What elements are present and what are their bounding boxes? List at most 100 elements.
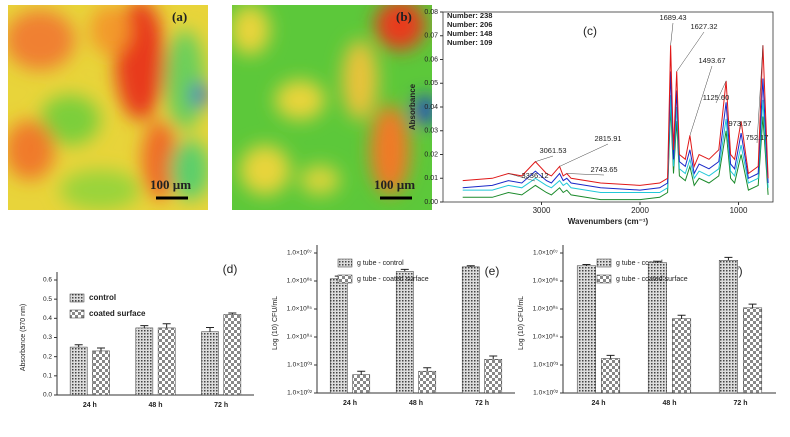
- y-tick-label: 1.0×10⁰⁶: [533, 277, 559, 285]
- panel-label: (b): [396, 9, 412, 24]
- peak-label: 1125.60: [703, 93, 730, 102]
- legend-swatch: [596, 258, 612, 268]
- peak-label: 1627.32: [690, 22, 717, 31]
- error-bar: [724, 256, 733, 261]
- annotation-leader: [756, 45, 764, 144]
- error-bar: [582, 263, 591, 266]
- panel-title: (c): [583, 24, 597, 38]
- error-bar: [653, 260, 662, 263]
- y-tick-label: 1.0×10⁰²: [533, 389, 559, 397]
- y-tick-label: 0.1: [43, 373, 52, 380]
- error-bar: [96, 347, 105, 351]
- y-tick-label: 1.0×10⁰⁵: [533, 305, 559, 313]
- annotation-leader: [559, 143, 609, 167]
- legend-label: g tube - coated surface: [616, 276, 688, 283]
- y-tick-label: 0.08: [424, 9, 438, 16]
- peak-label: 2743.65: [590, 165, 617, 174]
- y-tick-label: 0.06: [424, 56, 438, 63]
- y-tick-label: 1.0×10⁰⁷: [533, 249, 559, 257]
- x-axis-label: Wavenumbers (cm⁻¹): [568, 217, 649, 226]
- y-tick-label: 0.2: [43, 353, 52, 360]
- annotation-leader: [508, 173, 536, 182]
- y-tick-label: 1.0×10⁰⁶: [287, 277, 313, 285]
- x-tick-label: 48 h: [409, 400, 423, 407]
- x-tick-label: 72 h: [733, 400, 747, 407]
- spectrum-line: [462, 45, 769, 186]
- bar: [601, 358, 621, 394]
- legend-label: g tube - coated surface: [357, 276, 429, 283]
- peak-label: 973.57: [729, 119, 752, 128]
- annotation-leader: [739, 121, 742, 130]
- x-tick-label: 48 h: [148, 402, 162, 409]
- x-tick-label: 24 h: [343, 400, 357, 407]
- legend-label: Number: 148: [447, 29, 492, 38]
- peak-label: 1493.67: [698, 56, 725, 65]
- peak-label: 1689.43: [659, 13, 686, 22]
- error-bar: [228, 312, 237, 315]
- error-bar: [489, 355, 498, 360]
- peak-label: 2815.91: [594, 134, 621, 143]
- bar: [418, 370, 437, 394]
- y-tick-label: 1.0×10⁰⁴: [533, 333, 559, 341]
- bar: [576, 265, 596, 394]
- map-a: (a) 100 µm: [8, 5, 208, 210]
- error-bar: [748, 303, 757, 308]
- y-tick-label: 0.00: [424, 199, 438, 206]
- bar: [718, 260, 738, 394]
- y-tick-label: 1.0×10⁰³: [287, 361, 313, 369]
- error-bar: [140, 325, 149, 328]
- spectrum-line: [462, 95, 769, 193]
- y-tick-label: 1.0×10⁰⁵: [287, 305, 313, 313]
- bar: [352, 374, 371, 394]
- error-bar: [606, 354, 615, 359]
- y-axis-label: Absorbance: [408, 83, 417, 130]
- legend-label: g tube - control: [357, 260, 404, 267]
- x-tick-label: 2000: [631, 206, 649, 215]
- x-tick-label: 24 h: [591, 400, 605, 407]
- panel-label: (a): [172, 9, 187, 24]
- y-tick-label: 0.6: [43, 277, 52, 284]
- y-tick-label: 1.0×10⁰⁴: [287, 333, 313, 341]
- y-tick-label: 0.5: [43, 296, 52, 303]
- legend-swatch: [596, 274, 612, 284]
- legend-label: control: [89, 293, 116, 302]
- legend-label: coated surface: [89, 309, 146, 318]
- y-tick-label: 0.07: [424, 33, 438, 40]
- error-bar: [162, 323, 171, 328]
- y-tick-label: 1.0×10⁰³: [533, 361, 559, 369]
- y-tick-label: 0.4: [43, 315, 52, 322]
- bar: [672, 318, 692, 394]
- error-bar: [357, 370, 366, 375]
- y-tick-label: 0.04: [424, 104, 438, 111]
- bar: [92, 350, 110, 396]
- x-tick-label: 72 h: [214, 402, 228, 409]
- bar: [484, 359, 503, 394]
- y-axis-label: Log (10) CFU/mL: [272, 296, 279, 350]
- error-bar: [206, 327, 215, 332]
- x-tick-label: 72 h: [475, 400, 489, 407]
- error-bar: [466, 265, 475, 267]
- annotation-leader: [676, 31, 705, 72]
- y-axis-label: Absorbance (570 nm): [20, 304, 27, 371]
- x-tick-label: 48 h: [662, 400, 676, 407]
- x-tick-label: 3000: [533, 206, 551, 215]
- bar: [395, 271, 414, 394]
- panel-title: (d): [223, 262, 238, 276]
- legend-label: g tube - control: [616, 260, 663, 267]
- scale-label: 100 µm: [150, 177, 191, 192]
- annotation-leader: [566, 173, 605, 176]
- legend-swatch: [69, 309, 85, 319]
- y-tick-label: 0.01: [424, 175, 438, 182]
- bar: [135, 327, 154, 396]
- x-tick-label: 1000: [730, 206, 748, 215]
- bar: [461, 266, 480, 394]
- y-tick-label: 0.02: [424, 151, 438, 158]
- y-axis-label: Log (10) CFU/mL: [518, 296, 525, 350]
- y-tick-label: 1.0×10⁰²: [287, 389, 313, 397]
- bar: [329, 278, 348, 394]
- legend-label: Number: 109: [447, 38, 492, 47]
- annotation-leader: [715, 80, 727, 104]
- map-b: (b) 100 µm: [232, 5, 432, 210]
